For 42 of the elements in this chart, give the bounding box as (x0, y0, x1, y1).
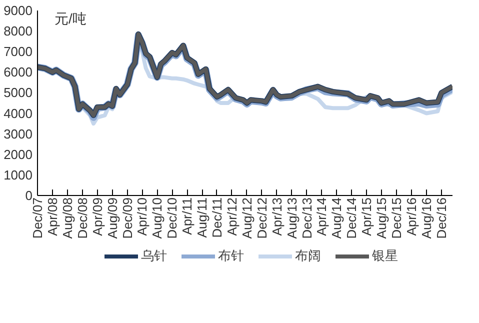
y-tick-label: 8000 (4, 24, 32, 39)
y-axis-title: 元/吨 (54, 10, 86, 26)
x-tick-label: Aug/14 (329, 198, 344, 239)
x-tick-label: Dec/09 (120, 197, 135, 239)
y-tick-label: 0 (25, 188, 33, 203)
x-tick-label: Apr/15 (359, 197, 374, 236)
y-tick-label: 5000 (4, 85, 32, 100)
x-tick-label: Dec/08 (74, 197, 90, 239)
x-tick-label: Apr/14 (314, 197, 330, 236)
x-tick-label: Apr/12 (224, 197, 240, 236)
y-tick-label: 9000 (4, 3, 32, 18)
y-tick-label: 4000 (4, 106, 32, 121)
y-tick-label: 6000 (4, 64, 32, 80)
x-tick-label: Aug/12 (239, 198, 254, 239)
x-tick-label: Apr/13 (269, 197, 284, 236)
x-tick-label: Aug/15 (374, 198, 389, 239)
x-tick-label: Dec/13 (299, 197, 314, 239)
y-tick-label: 1000 (4, 167, 32, 182)
x-tick-label: Aug/09 (104, 198, 120, 239)
x-tick-label: Dec/14 (344, 197, 360, 239)
x-tick-label: Apr/11 (180, 197, 195, 235)
y-tick-label: 2000 (4, 146, 32, 162)
x-tick-label: Aug/11 (194, 197, 210, 238)
x-tick-label: Apr/10 (134, 197, 150, 236)
legend-label: 银星 (372, 247, 398, 265)
x-tick-label: Dec/12 (254, 197, 270, 239)
legend-label: 布阔 (295, 247, 321, 265)
x-tick-label: Aug/10 (150, 198, 165, 239)
x-tick-label: Apr/16 (404, 197, 419, 236)
x-tick-label: Dec/15 (388, 197, 404, 239)
x-tick-label: Aug/16 (418, 198, 434, 239)
legend-label: 布针 (218, 247, 244, 265)
x-tick-label: Dec/10 (164, 197, 180, 239)
x-tick-label: Aug/08 (60, 198, 75, 239)
x-tick-label: Apr/09 (90, 197, 105, 236)
x-tick-label: Aug/13 (284, 198, 300, 239)
y-tick-label: 7000 (4, 44, 32, 60)
x-tick-label: Dec/11 (209, 197, 224, 238)
x-tick-label: Dec/16 (434, 197, 449, 239)
x-tick-label: Apr/08 (44, 197, 60, 236)
y-tick-label: 3000 (4, 126, 32, 142)
legend-label: 乌针 (141, 247, 167, 265)
